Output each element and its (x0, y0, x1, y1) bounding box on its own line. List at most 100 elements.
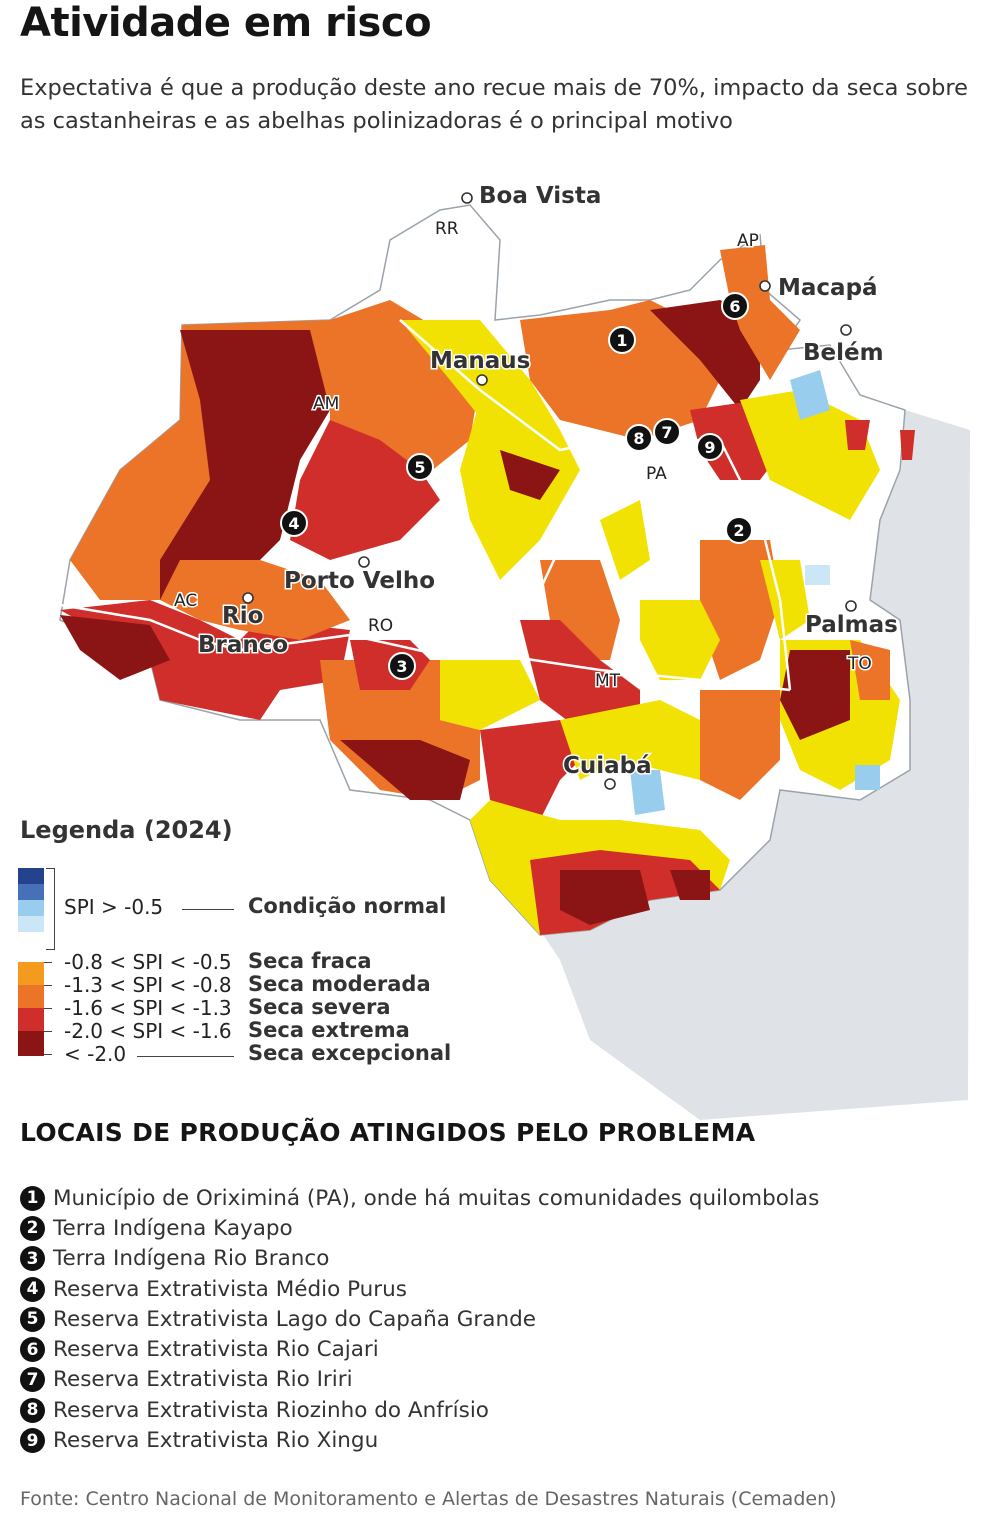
site-number: 9 (20, 1428, 45, 1454)
state-label: AM (313, 394, 339, 414)
list-item: 6 Reserva Extrativista Rio Cajari (20, 1334, 819, 1364)
city-dot-boa-vista (461, 192, 473, 204)
svg-text:9: 9 (704, 438, 715, 457)
site-marker-4: 4 (280, 509, 308, 537)
svg-text:2: 2 (733, 521, 744, 540)
city-label: Palmas (805, 612, 898, 638)
site-marker-3: 3 (388, 652, 416, 680)
legend-range: -1.6 < SPI < -1.3 (64, 996, 232, 1020)
city-dots (242, 192, 857, 790)
legend-tick (44, 1054, 52, 1055)
list-item: 8 Reserva Extrativista Riozinho do Anfrís… (20, 1395, 819, 1425)
legend-swatch-seca-excepcional-visible (18, 1031, 44, 1056)
site-marker-8: 8 (625, 424, 653, 452)
legend-swatch-seca-extrema-visible (18, 1008, 44, 1031)
site-marker-2: 2 (725, 516, 753, 544)
list-item: 1 Município de Oriximiná (PA), onde há mu… (20, 1183, 819, 1213)
site-text: Reserva Extrativista Rio Xingu (53, 1428, 379, 1454)
site-markers: 1 2 3 4 5 6 7 8 9 (280, 292, 753, 680)
site-text: Reserva Extrativista Médio Purus (53, 1276, 407, 1302)
svg-text:6: 6 (729, 297, 740, 316)
legend-swatch-normal-mid (18, 884, 44, 900)
city-dot-rio-branco (242, 592, 254, 604)
state-label: MT (595, 671, 621, 691)
state-label: AC (174, 591, 197, 611)
legend-range: -0.8 < SPI < -0.5 (64, 950, 232, 974)
list-item: 9 Reserva Extrativista Rio Xingu (20, 1425, 819, 1455)
city-label: Macapá (778, 275, 878, 301)
city-dot-macapa (759, 280, 771, 292)
city-label: Rio (222, 603, 263, 629)
state-label: PA (646, 464, 667, 484)
site-text: Terra Indígena Rio Branco (53, 1246, 330, 1272)
legend-range: SPI > -0.5 (64, 895, 164, 919)
list-item: 4 Reserva Extrativista Médio Purus (20, 1274, 819, 1304)
legend-label: Seca fraca (248, 949, 372, 973)
site-text: Município de Oriximiná (PA), onde há mui… (53, 1185, 820, 1211)
state-label: RR (435, 219, 459, 239)
sites-heading: LOCAIS DE PRODUÇÃO ATINGIDOS PELO PROBLE… (20, 1118, 756, 1147)
site-marker-6: 6 (721, 292, 749, 320)
page-title: Atividade em risco (20, 0, 432, 46)
site-number: 5 (20, 1306, 45, 1332)
svg-text:5: 5 (414, 458, 425, 477)
site-marker-1: 1 (608, 326, 636, 354)
city-dot-palmas (845, 600, 857, 612)
legend-label: Seca severa (248, 995, 391, 1019)
legend-range: -2.0 < SPI < -1.6 (64, 1019, 232, 1043)
site-marker-7: 7 (653, 418, 681, 446)
svg-text:7: 7 (661, 423, 672, 442)
state-label: TO (847, 654, 872, 674)
site-number: 7 (20, 1367, 45, 1393)
site-number: 3 (20, 1246, 45, 1272)
list-item: 3 Terra Indígena Rio Branco (20, 1244, 819, 1274)
list-item: 7 Reserva Extrativista Rio Iriri (20, 1365, 819, 1395)
legend-swatch-normal-dark (18, 868, 44, 884)
site-text: Terra Indígena Kayapo (53, 1215, 293, 1241)
state-label: AP (737, 231, 759, 251)
site-text: Reserva Extrativista Riozinho do Anfrísi… (53, 1397, 489, 1423)
drought-patches (60, 245, 915, 935)
site-number: 1 (20, 1185, 45, 1211)
legend-tick (44, 985, 52, 986)
list-item: 2 Terra Indígena Kayapo (20, 1213, 819, 1243)
legend-range: < -2.0 (64, 1042, 127, 1066)
state-label: RO (368, 616, 393, 636)
city-label: Branco (198, 632, 288, 658)
site-number: 8 (20, 1397, 45, 1423)
list-item: 5 Reserva Extrativista Lago do Capaña Gra… (20, 1304, 819, 1334)
legend-bracket (46, 868, 55, 950)
site-marker-5: 5 (406, 453, 434, 481)
page-subtitle: Expectativa é que a produção deste ano r… (20, 75, 968, 134)
city-dot-belem (840, 324, 852, 336)
legend-label: Seca excepcional (248, 1041, 452, 1065)
site-number: 4 (20, 1276, 45, 1302)
svg-text:8: 8 (633, 429, 644, 448)
site-text: Reserva Extrativista Rio Cajari (53, 1337, 379, 1363)
legend-swatch-normal-pale (18, 916, 44, 932)
legend-swatch-normal-light (18, 900, 44, 916)
svg-text:4: 4 (288, 514, 299, 533)
city-label: Manaus (430, 348, 530, 374)
city-dot-cuiaba (604, 778, 616, 790)
drought-map: Boa Vista Macapá Belém Manaus Porto Velh… (59, 182, 970, 1120)
site-number: 6 (20, 1337, 45, 1363)
city-labels: Boa Vista Macapá Belém Manaus Porto Velh… (197, 182, 900, 781)
state-labels: RR AP AM PA AC RO MT TO (173, 218, 874, 693)
legend-label: Seca moderada (248, 972, 431, 996)
city-label: Boa Vista (479, 183, 601, 209)
legend-swatch-seca-severa-visible (18, 985, 44, 1008)
legend-label: Seca extrema (248, 1018, 410, 1042)
legend-tick (44, 1031, 52, 1032)
source-note: Fonte: Centro Nacional de Monitoramento … (20, 1488, 837, 1510)
city-label: Cuiabá (563, 753, 652, 779)
sites-list: 1 Município de Oriximiná (PA), onde há mu… (20, 1183, 819, 1456)
legend-swatch-seca-moderada-visible (18, 962, 44, 985)
legend-connector (182, 909, 234, 910)
city-dot-manaus (476, 374, 488, 386)
site-text: Reserva Extrativista Lago do Capaña Gran… (53, 1306, 536, 1332)
svg-text:1: 1 (616, 331, 627, 350)
legend-tick (44, 962, 52, 963)
legend-title: Legenda (2024) (20, 816, 233, 844)
svg-text:3: 3 (396, 657, 407, 676)
